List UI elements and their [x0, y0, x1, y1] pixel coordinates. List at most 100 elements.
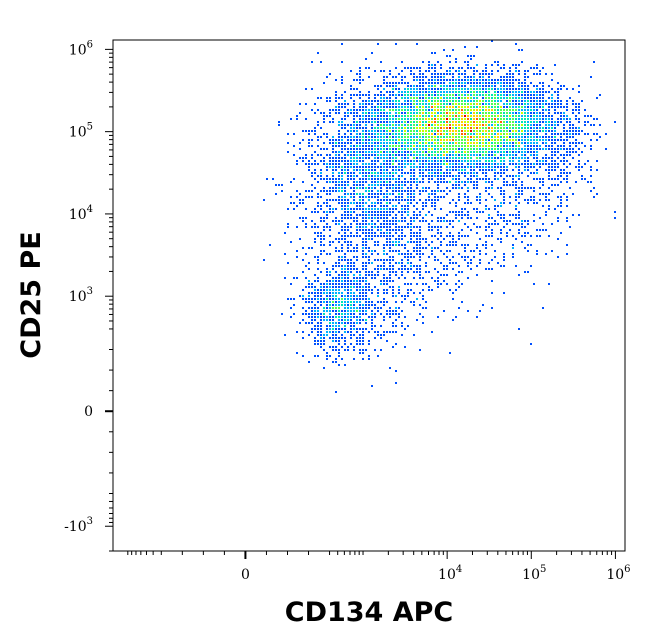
- event-dot: [401, 175, 403, 177]
- event-dot: [317, 325, 319, 327]
- event-dot: [419, 151, 421, 153]
- event-dot: [422, 316, 424, 318]
- event-dot: [389, 139, 391, 141]
- event-dot: [431, 145, 433, 147]
- event-dot: [440, 121, 442, 123]
- event-dot: [374, 85, 376, 87]
- event-dot: [545, 136, 547, 138]
- event-dot: [431, 139, 433, 141]
- event-dot: [419, 136, 421, 138]
- event-dot: [341, 259, 343, 261]
- event-dot: [515, 67, 517, 69]
- event-dot: [575, 130, 577, 132]
- event-dot: [344, 163, 346, 165]
- event-dot: [401, 139, 403, 141]
- event-dot: [461, 133, 463, 135]
- event-dot: [407, 142, 409, 144]
- event-dot: [338, 109, 340, 111]
- event-dot: [374, 181, 376, 183]
- event-dot: [506, 115, 508, 117]
- event-dot: [494, 157, 496, 159]
- event-dot: [428, 151, 430, 153]
- event-dot: [356, 187, 358, 189]
- event-dot: [446, 55, 448, 57]
- event-dot: [416, 91, 418, 93]
- event-dot: [428, 244, 430, 246]
- event-dot: [404, 91, 406, 93]
- event-dot: [335, 277, 337, 279]
- event-dot: [350, 127, 352, 129]
- event-dot: [374, 94, 376, 96]
- event-dot: [305, 226, 307, 228]
- event-dot: [389, 259, 391, 261]
- event-dot: [395, 139, 397, 141]
- event-dot: [515, 79, 517, 81]
- event-dot: [434, 163, 436, 165]
- event-dot: [419, 238, 421, 240]
- event-dot: [326, 211, 328, 213]
- event-dot: [449, 289, 451, 291]
- event-dot: [428, 286, 430, 288]
- event-dot: [377, 241, 379, 243]
- event-dot: [470, 85, 472, 87]
- event-dot: [476, 184, 478, 186]
- event-dot: [494, 94, 496, 96]
- event-dot: [332, 322, 334, 324]
- event-dot: [344, 298, 346, 300]
- event-dot: [329, 205, 331, 207]
- event-dot: [551, 130, 553, 132]
- event-dot: [380, 97, 382, 99]
- event-dot: [416, 250, 418, 252]
- event-dot: [338, 310, 340, 312]
- event-dot: [389, 106, 391, 108]
- event-dot: [368, 217, 370, 219]
- event-dot: [338, 316, 340, 318]
- event-dot: [491, 184, 493, 186]
- event-dot: [557, 124, 559, 126]
- event-dot: [374, 70, 376, 72]
- event-dot: [299, 112, 301, 114]
- event-dot: [347, 151, 349, 153]
- event-dot: [359, 115, 361, 117]
- event-dot: [476, 199, 478, 201]
- event-dot: [530, 94, 532, 96]
- event-dot: [494, 136, 496, 138]
- event-dot: [503, 157, 505, 159]
- event-dot: [497, 133, 499, 135]
- event-dot: [539, 181, 541, 183]
- event-dot: [431, 94, 433, 96]
- event-dot: [335, 250, 337, 252]
- event-dot: [341, 244, 343, 246]
- event-dot: [518, 136, 520, 138]
- event-dot: [395, 271, 397, 273]
- event-dot: [317, 136, 319, 138]
- event-dot: [383, 181, 385, 183]
- event-dot: [362, 310, 364, 312]
- event-dot: [443, 151, 445, 153]
- event-dot: [416, 214, 418, 216]
- event-dot: [425, 238, 427, 240]
- event-dot: [545, 199, 547, 201]
- event-dot: [545, 157, 547, 159]
- event-dot: [485, 145, 487, 147]
- event-dot: [416, 283, 418, 285]
- event-dot: [506, 106, 508, 108]
- event-dot: [566, 118, 568, 120]
- event-dot: [368, 256, 370, 258]
- event-dot: [500, 67, 502, 69]
- event-dot: [431, 112, 433, 114]
- event-dot: [500, 118, 502, 120]
- event-dot: [422, 322, 424, 324]
- event-dot: [479, 133, 481, 135]
- event-dot: [368, 250, 370, 252]
- event-dot: [572, 136, 574, 138]
- event-dot: [467, 310, 469, 312]
- event-dot: [338, 196, 340, 198]
- event-dot: [401, 259, 403, 261]
- event-dot: [362, 154, 364, 156]
- event-dot: [551, 151, 553, 153]
- event-dot: [473, 124, 475, 126]
- event-dot: [332, 283, 334, 285]
- event-dot: [323, 82, 325, 84]
- event-dot: [386, 211, 388, 213]
